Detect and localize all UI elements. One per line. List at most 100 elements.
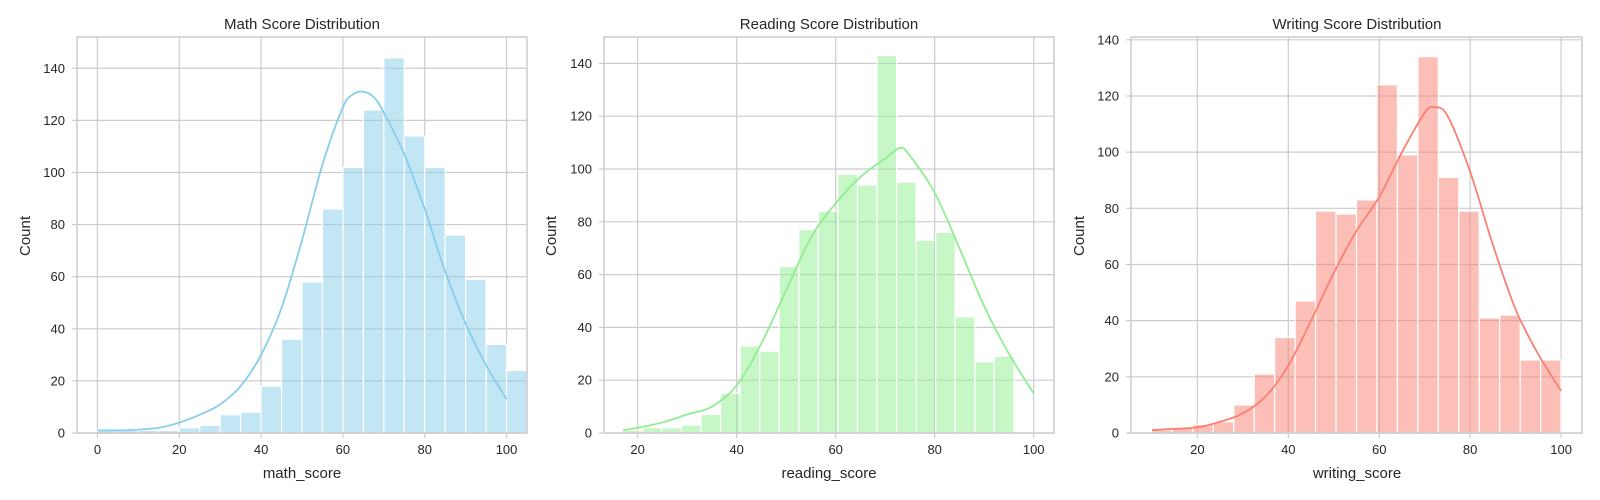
histogram-bar xyxy=(466,279,486,433)
x-tick-label: 60 xyxy=(336,442,350,457)
x-tick-label: 40 xyxy=(254,442,268,457)
y-tick-label: 80 xyxy=(51,217,65,232)
histogram-bar xyxy=(779,267,799,433)
histogram-bar xyxy=(760,351,780,433)
histogram-bar xyxy=(701,415,721,433)
histogram-bar xyxy=(1541,360,1561,433)
histogram-bar xyxy=(486,344,506,433)
x-axis-label: reading_score xyxy=(781,465,876,482)
y-tick-label: 80 xyxy=(1105,201,1119,216)
x-tick-label: 40 xyxy=(729,442,743,457)
y-tick-label: 140 xyxy=(570,56,592,71)
x-tick-label: 60 xyxy=(1372,442,1386,457)
histogram-bar xyxy=(642,428,662,433)
histogram-bar xyxy=(838,174,858,433)
y-tick-label: 60 xyxy=(578,267,592,282)
histogram-bar xyxy=(897,182,917,433)
y-tick-label: 100 xyxy=(1097,145,1119,160)
histogram-bar xyxy=(1438,177,1458,433)
y-tick-label: 100 xyxy=(570,162,592,177)
histogram-bar xyxy=(1377,85,1397,433)
x-tick-label: 0 xyxy=(94,442,101,457)
histogram-bar xyxy=(425,167,445,433)
histogram-bar xyxy=(220,415,240,433)
histogram-bar xyxy=(877,55,897,433)
histogram-bar xyxy=(302,282,322,433)
y-tick-label: 20 xyxy=(51,373,65,388)
chart-title: Math Score Distribution xyxy=(224,16,380,33)
x-tick-label: 20 xyxy=(630,442,644,457)
histogram-bar xyxy=(1275,338,1295,433)
y-tick-label: 100 xyxy=(43,165,65,180)
y-tick-label: 0 xyxy=(1112,426,1119,441)
y-tick-label: 40 xyxy=(1105,313,1119,328)
histogram-bar xyxy=(955,317,975,433)
y-axis-label: Count xyxy=(17,215,34,256)
x-tick-label: 100 xyxy=(1023,442,1045,457)
x-tick-label: 20 xyxy=(172,442,186,457)
histogram-bar xyxy=(1295,301,1315,433)
histogram-bar xyxy=(1479,318,1499,433)
histogram-bars xyxy=(97,58,527,433)
histogram-bar xyxy=(179,428,199,433)
histogram-bar xyxy=(1520,360,1540,433)
histogram-bar xyxy=(384,58,404,433)
histogram-bars xyxy=(623,55,1014,433)
histogram-bar xyxy=(975,362,995,433)
x-tick-label: 20 xyxy=(1190,442,1204,457)
y-tick-label: 120 xyxy=(43,113,65,128)
y-tick-label: 140 xyxy=(1097,32,1119,47)
histogram-bar xyxy=(282,339,302,433)
y-tick-label: 60 xyxy=(51,269,65,284)
histogram-bar xyxy=(1500,315,1520,433)
y-tick-label: 60 xyxy=(1105,257,1119,272)
histogram-bar xyxy=(857,185,877,433)
math-score-chart: Math Score Distribution math_score Count… xyxy=(17,16,527,482)
histogram-bar xyxy=(363,110,383,433)
chart-title: Reading Score Distribution xyxy=(740,16,918,33)
histogram-bar xyxy=(1316,211,1336,433)
writing-score-chart: Writing Score Distribution writing_score… xyxy=(1071,16,1582,482)
histogram-bar xyxy=(818,211,838,433)
x-axis-label: math_score xyxy=(263,465,341,482)
histogram-bar xyxy=(507,370,527,433)
x-tick-label: 80 xyxy=(417,442,431,457)
y-tick-label: 0 xyxy=(58,426,65,441)
y-tick-label: 20 xyxy=(578,373,592,388)
histogram-bar xyxy=(662,428,682,433)
histogram-bar xyxy=(681,425,701,433)
histogram-bar xyxy=(1418,57,1438,433)
x-tick-label: 80 xyxy=(1463,442,1477,457)
y-tick-label: 80 xyxy=(578,214,592,229)
x-tick-label: 80 xyxy=(927,442,941,457)
y-tick-label: 120 xyxy=(1097,88,1119,103)
histogram-bar xyxy=(740,346,760,433)
histogram-bar xyxy=(445,235,465,433)
chart-title: Writing Score Distribution xyxy=(1273,16,1442,33)
y-tick-label: 20 xyxy=(1105,369,1119,384)
histogram-bar xyxy=(322,209,342,433)
histogram-bar xyxy=(994,356,1014,433)
histogram-bar xyxy=(799,230,819,433)
y-tick-label: 40 xyxy=(51,321,65,336)
histogram-bar xyxy=(916,240,936,433)
histogram-bar xyxy=(241,412,261,433)
histogram-bar xyxy=(343,167,363,433)
x-axis-label: writing_score xyxy=(1312,465,1401,482)
x-tick-label: 100 xyxy=(1550,442,1572,457)
histogram-bar xyxy=(261,386,281,433)
reading-score-chart: Reading Score Distribution reading_score… xyxy=(543,16,1054,482)
y-tick-label: 40 xyxy=(578,320,592,335)
y-axis-label: Count xyxy=(1071,215,1088,256)
histogram-bar xyxy=(1397,155,1417,433)
histogram-bar xyxy=(1357,200,1377,433)
x-tick-label: 40 xyxy=(1281,442,1295,457)
y-axis-label: Count xyxy=(543,215,560,256)
x-tick-label: 100 xyxy=(496,442,518,457)
y-tick-label: 0 xyxy=(585,426,592,441)
y-tick-label: 140 xyxy=(43,61,65,76)
histogram-bar xyxy=(1336,214,1356,433)
histogram-bar xyxy=(1459,211,1479,433)
x-tick-label: 60 xyxy=(828,442,842,457)
